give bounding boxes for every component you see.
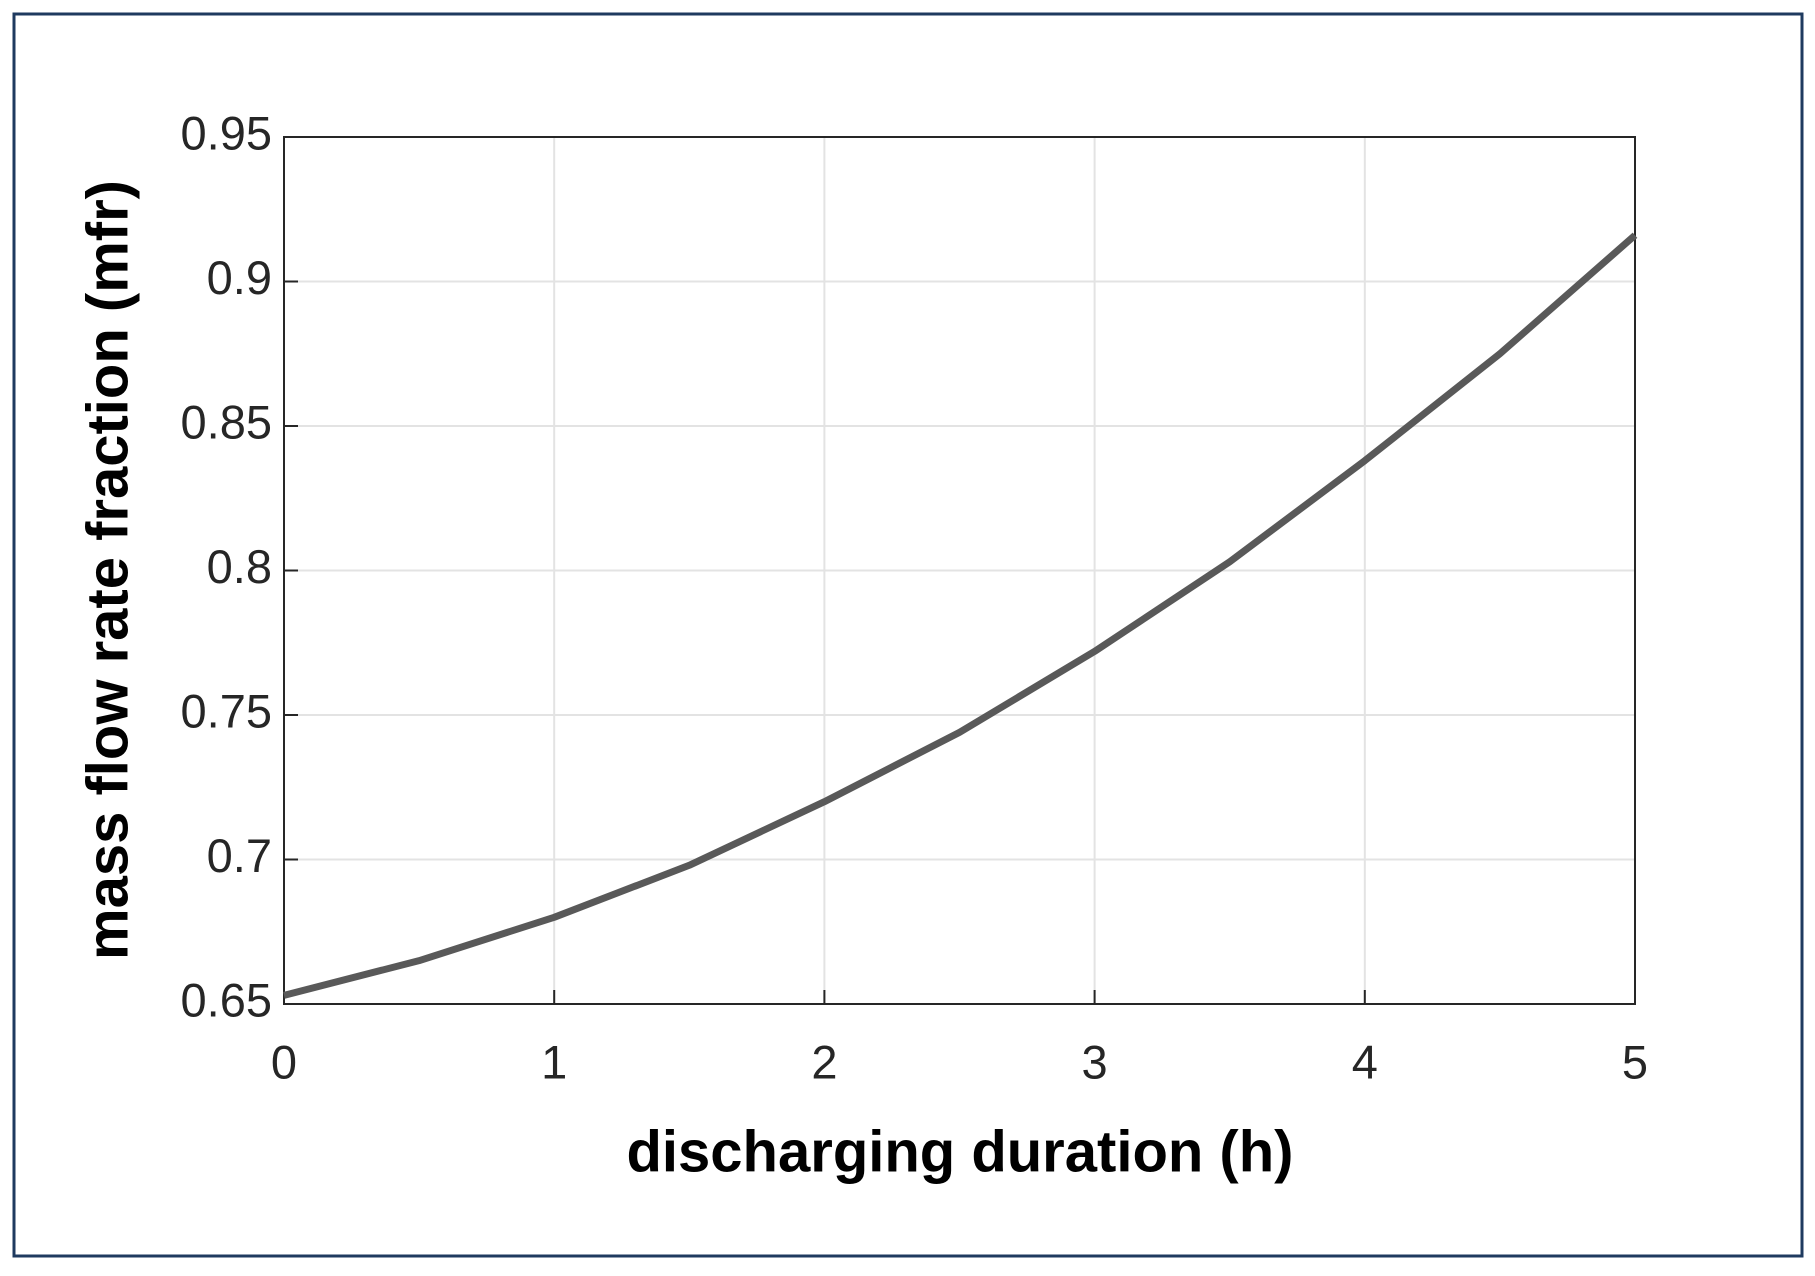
x-axis-label: discharging duration (h): [627, 1119, 1294, 1184]
x-tick-label: 3: [1082, 1035, 1108, 1088]
y-tick-label: 0.65: [181, 973, 272, 1026]
y-tick-label: 0.8: [207, 540, 272, 593]
y-tick-label: 0.85: [181, 395, 272, 448]
x-tick-label: 4: [1352, 1035, 1378, 1088]
x-tick-label: 2: [811, 1035, 837, 1088]
data-line: [283, 232, 1638, 999]
y-tick-label: 0.7: [207, 829, 272, 882]
y-tick-label: 0.9: [207, 251, 272, 304]
x-tick-label: 5: [1622, 1035, 1648, 1088]
y-tick-label: 0.95: [181, 106, 272, 159]
y-tick-label: 0.75: [181, 684, 272, 737]
x-tick-label: 1: [541, 1035, 567, 1088]
frame: [12, 12, 1804, 1258]
x-tick-label: 0: [271, 1035, 297, 1088]
y-axis-label: mass flow rate fraction (mfr): [75, 180, 140, 960]
